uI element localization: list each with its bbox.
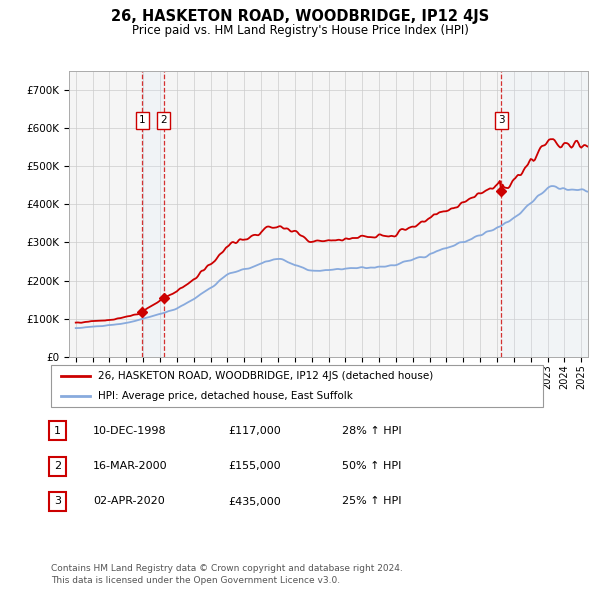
Bar [501, 71, 588, 357]
Text: 25% ↑ HPI: 25% ↑ HPI [342, 497, 401, 506]
FancyBboxPatch shape [49, 457, 66, 476]
Text: £117,000: £117,000 [228, 426, 281, 435]
Text: 10-DEC-1998: 10-DEC-1998 [93, 426, 167, 435]
FancyBboxPatch shape [49, 421, 66, 440]
Text: £155,000: £155,000 [228, 461, 281, 471]
Text: 1: 1 [139, 116, 146, 126]
Text: 26, HASKETON ROAD, WOODBRIDGE, IP12 4JS (detached house): 26, HASKETON ROAD, WOODBRIDGE, IP12 4JS … [98, 371, 433, 381]
Text: Contains HM Land Registry data © Crown copyright and database right 2024.: Contains HM Land Registry data © Crown c… [51, 565, 403, 573]
Text: 3: 3 [54, 497, 61, 506]
Text: HPI: Average price, detached house, East Suffolk: HPI: Average price, detached house, East… [98, 391, 353, 401]
Text: 2: 2 [54, 461, 61, 471]
Text: 50% ↑ HPI: 50% ↑ HPI [342, 461, 401, 471]
FancyBboxPatch shape [49, 492, 66, 511]
Text: 28% ↑ HPI: 28% ↑ HPI [342, 426, 401, 435]
Text: 16-MAR-2000: 16-MAR-2000 [93, 461, 167, 471]
Bar [142, 71, 164, 357]
Text: 1: 1 [54, 426, 61, 435]
Text: 3: 3 [498, 116, 505, 126]
FancyBboxPatch shape [51, 365, 543, 407]
Text: Price paid vs. HM Land Registry's House Price Index (HPI): Price paid vs. HM Land Registry's House … [131, 24, 469, 37]
Text: This data is licensed under the Open Government Licence v3.0.: This data is licensed under the Open Gov… [51, 576, 340, 585]
Text: 2: 2 [160, 116, 167, 126]
Text: 02-APR-2020: 02-APR-2020 [93, 497, 165, 506]
Text: 26, HASKETON ROAD, WOODBRIDGE, IP12 4JS: 26, HASKETON ROAD, WOODBRIDGE, IP12 4JS [111, 9, 489, 24]
Text: £435,000: £435,000 [228, 497, 281, 506]
